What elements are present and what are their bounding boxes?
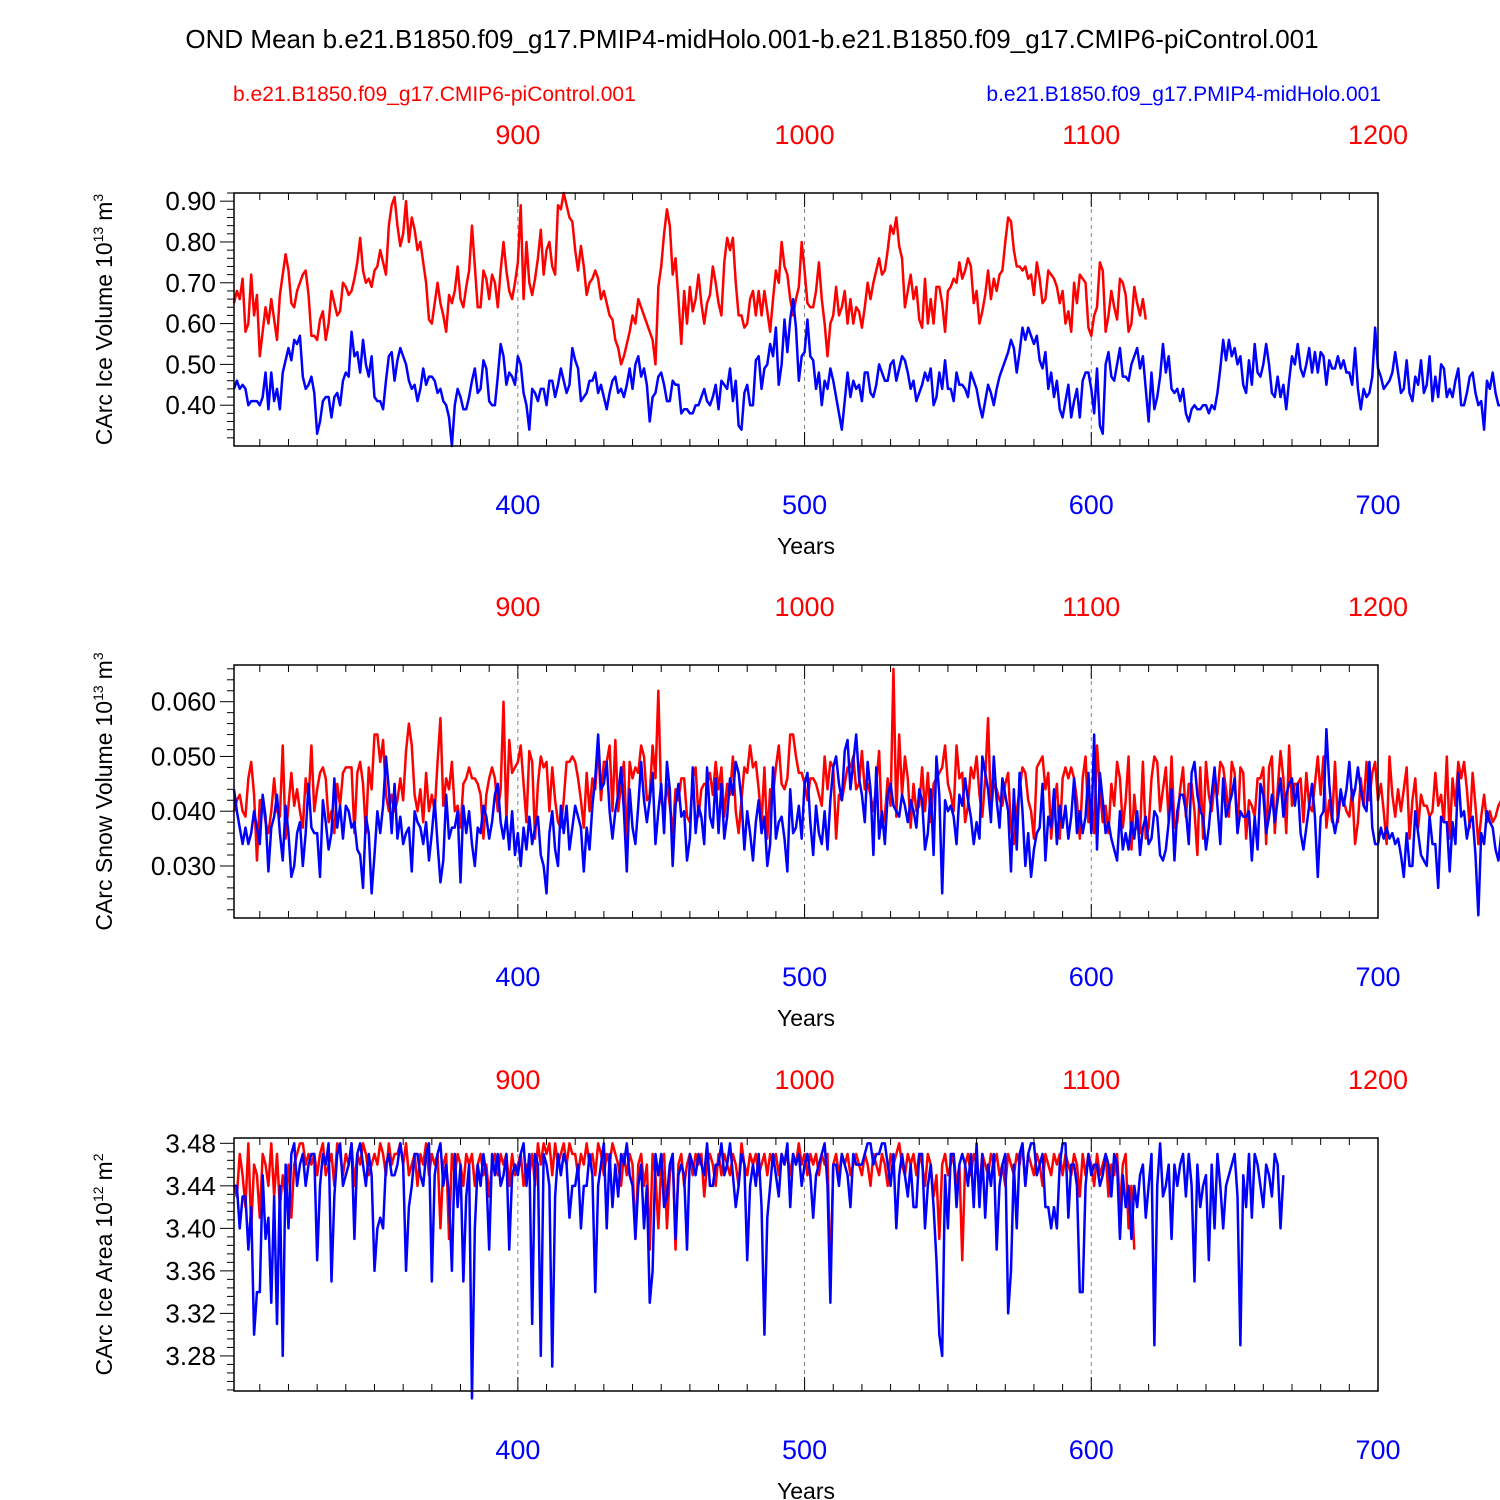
y-label-exp-base: 10: [91, 1202, 117, 1228]
plot-frame: [233, 664, 1379, 919]
y-tick-label: 0.050: [151, 741, 216, 771]
x-tick-label-bottom: 600: [1069, 490, 1114, 520]
x-axis-label: Years: [777, 533, 835, 559]
x-tick-label-top: 1200: [1348, 592, 1408, 622]
x-tick-label-bottom: 400: [495, 962, 540, 992]
y-label-unit: m: [91, 1161, 117, 1180]
x-tick-label-bottom: 400: [495, 490, 540, 520]
figure-title: OND Mean b.e21.B1850.f09_g17.PMIP4-midHo…: [185, 24, 1318, 54]
x-tick-label-top: 1100: [1062, 592, 1120, 622]
y-tick-label: 0.60: [165, 309, 216, 339]
y-label-exp: 12: [90, 1186, 106, 1202]
x-tick-label-bottom: 700: [1355, 490, 1400, 520]
legend-control: b.e21.B1850.f09_g17.CMIP6-piControl.001: [233, 83, 636, 106]
plot-frame: [233, 1137, 1379, 1392]
y-label-text: CArc Ice Area: [91, 1233, 117, 1375]
y-tick-label: 3.28: [165, 1341, 216, 1371]
series-line-control: [232, 191, 1147, 366]
y-label-text: CArc Snow Volume: [91, 733, 117, 931]
x-tick-label-top: 1000: [775, 120, 835, 150]
y-axis-label: CArc Ice Volume 1013 m3: [90, 194, 117, 446]
y-tick-label: 0.50: [165, 349, 216, 379]
y-label-text: CArc Ice Volume: [91, 274, 117, 445]
series-line-midholo: [232, 727, 1500, 917]
y-axis-label: CArc Snow Volume 1013 m3: [90, 652, 117, 930]
y-tick-label: 0.060: [151, 687, 216, 717]
y-tick-label: 3.36: [165, 1256, 216, 1286]
y-tick-label: 3.44: [165, 1171, 216, 1201]
y-label-exp: 13: [90, 227, 106, 243]
x-tick-label-bottom: 700: [1355, 1435, 1400, 1465]
y-label-exp-base: 10: [91, 701, 117, 727]
series-line-midholo: [232, 297, 1500, 448]
x-tick-label-top: 1200: [1348, 120, 1408, 150]
y-tick-label: 3.48: [165, 1128, 216, 1158]
y-tick-label: 0.90: [165, 186, 216, 216]
x-tick-label-bottom: 400: [495, 1435, 540, 1465]
y-tick-label: 0.80: [165, 227, 216, 257]
x-tick-label-bottom: 500: [782, 962, 827, 992]
x-tick-label-bottom: 500: [782, 1435, 827, 1465]
y-label-unit-exp: 2: [90, 1153, 106, 1161]
x-tick-label-top: 1100: [1062, 1065, 1120, 1095]
y-tick-label: 0.40: [165, 390, 216, 420]
ice-area-panel: 400 500 600 700 900 1000 1100 1200 Years 3.48 3.44…: [90, 1065, 1408, 1500]
plot-frame: [233, 192, 1379, 447]
y-axis-label: CArc Ice Area 1012 m2: [90, 1153, 117, 1375]
x-tick-label-top: 900: [495, 120, 540, 150]
y-tick-label: 3.32: [165, 1298, 216, 1328]
x-tick-label-top: 1000: [775, 1065, 835, 1095]
snow-volume-panel: 400 500 600 700 900 1000 1100 1200 Years 0.060 0.0…: [90, 592, 1500, 1031]
x-tick-label-top: 1200: [1348, 1065, 1408, 1095]
y-label-unit: m: [91, 660, 117, 679]
series-line-midholo: [234, 1142, 1285, 1400]
x-axis-label: Years: [777, 1478, 835, 1500]
x-tick-label-bottom: 600: [1069, 962, 1114, 992]
y-tick-label: 0.030: [151, 851, 216, 881]
x-axis-label: Years: [777, 1005, 835, 1031]
x-tick-label-top: 900: [495, 1065, 540, 1095]
x-tick-label-bottom: 700: [1355, 962, 1400, 992]
x-tick-label-top: 900: [495, 592, 540, 622]
y-label-unit-exp: 3: [90, 194, 106, 202]
y-label-unit-exp: 3: [90, 652, 106, 660]
x-tick-label-top: 1100: [1062, 120, 1120, 150]
y-label-exp: 13: [90, 685, 106, 701]
legend-midholo: b.e21.B1850.f09_g17.PMIP4-midHolo.001: [986, 83, 1381, 106]
ice-volume-panel: 400 500 600 700 900 1000 1100 1200 Years 0.90 0.80…: [90, 120, 1500, 559]
y-label-exp-base: 10: [91, 242, 117, 268]
x-tick-label-top: 1000: [775, 592, 835, 622]
y-label-unit: m: [91, 202, 117, 221]
y-tick-label: 0.040: [151, 796, 216, 826]
x-tick-label-bottom: 600: [1069, 1435, 1114, 1465]
y-tick-label: 0.70: [165, 268, 216, 298]
panels: 400 500 600 700 900 1000 1100 1200 Years 0.90 0.80…: [90, 120, 1500, 1500]
y-tick-label: 3.40: [165, 1213, 216, 1243]
x-tick-label-bottom: 500: [782, 490, 827, 520]
